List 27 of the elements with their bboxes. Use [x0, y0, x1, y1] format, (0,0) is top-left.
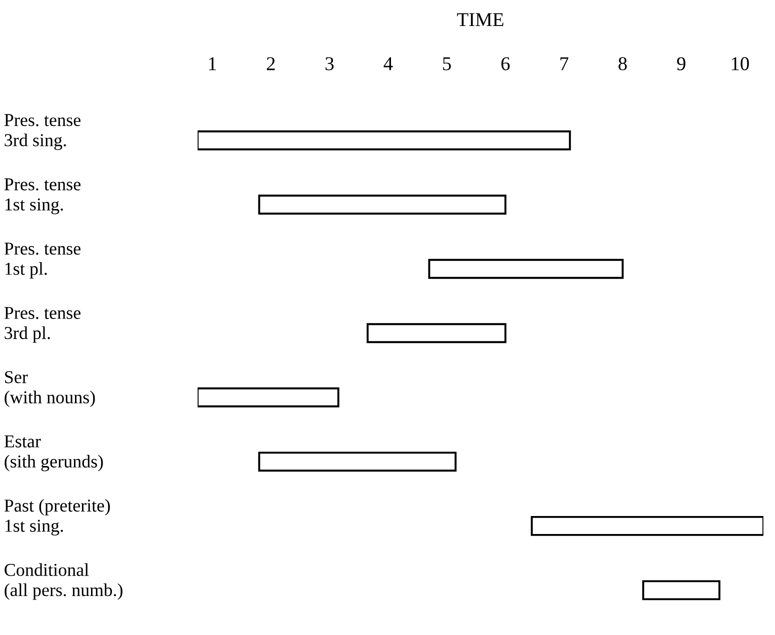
x-tick-label: 7	[560, 57, 568, 70]
bar	[198, 387, 340, 408]
x-tick-label: 8	[618, 57, 627, 70]
y-tick-label: Estar (sith gerunds)	[4, 435, 103, 472]
bar	[530, 516, 764, 536]
y-tick-label: Conditional (all pers. numb.)	[4, 563, 122, 600]
bar	[642, 580, 720, 600]
y-tick-label: Ser (with nouns)	[4, 371, 95, 408]
y-tick-label: Pres. tense 3rd sing.	[4, 114, 80, 150]
x-tick-label: 9	[677, 57, 686, 70]
bar	[366, 323, 506, 344]
y-tick-label: Pres. tense 1st sing.	[4, 178, 80, 214]
y-tick-label: Pres. tense 1st pl.	[4, 242, 80, 279]
x-tick-label: 6	[501, 57, 510, 70]
x-tick-label: 3	[326, 57, 334, 70]
x-tick-label: 5	[443, 57, 451, 70]
y-tick-label: Pres. tense 3rd pl.	[4, 306, 80, 343]
bar	[428, 258, 624, 279]
x-tick-label: 1	[209, 57, 216, 70]
y-tick-label: Past (preterite) 1st sing.	[4, 498, 110, 536]
bar	[258, 452, 457, 472]
x-tick-label: 10	[732, 57, 749, 70]
bar	[258, 194, 506, 215]
x-tick-label: 4	[384, 57, 393, 70]
bar	[198, 130, 571, 150]
x-tick-label: 2	[266, 57, 275, 70]
x-axis-title: TIME	[457, 13, 504, 26]
